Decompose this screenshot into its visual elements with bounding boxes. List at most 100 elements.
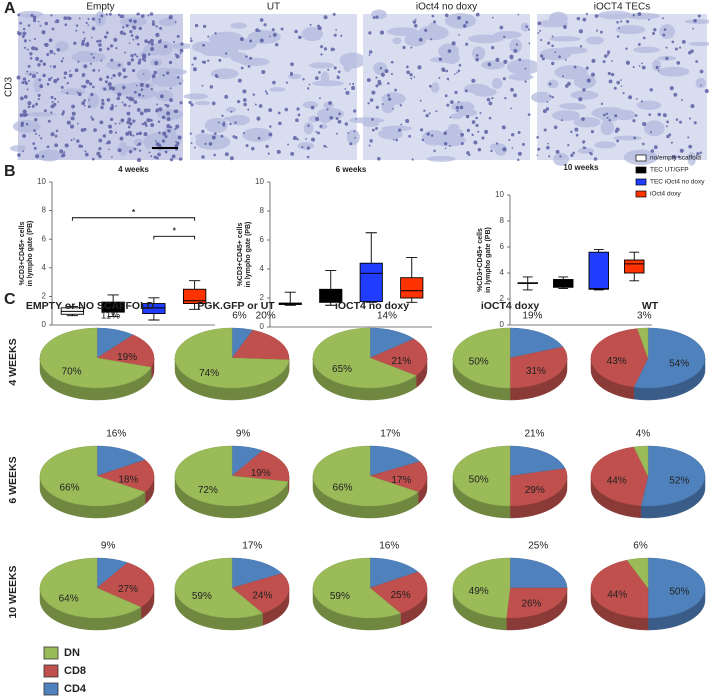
pie-slice (369, 571, 428, 614)
y-tick-label: 0 (42, 320, 47, 329)
pie-slice (509, 327, 564, 359)
pie-value-label: 9% (101, 541, 116, 552)
pie-value-label: 74% (199, 368, 219, 379)
pie-slice (509, 346, 568, 389)
pie-slice (452, 557, 511, 619)
panel-label: C (4, 291, 16, 308)
y-tick-label: 8 (260, 206, 265, 215)
pie-value-label: 21% (524, 429, 544, 440)
pie-slice (647, 557, 706, 619)
image-caption: Empty (86, 2, 114, 13)
pie-value-label: 20% (256, 311, 276, 322)
micrograph-texture (183, 22, 366, 150)
y-tick-label: 4 (42, 263, 47, 272)
legend-label: TEC UT/GFP (650, 167, 689, 174)
chart-title: 6 weeks (336, 165, 367, 174)
y-tick-label: 10 (495, 190, 504, 199)
y-tick-label: 2 (500, 294, 505, 303)
pie-value-label: 26% (521, 599, 541, 610)
column-header: iOCT4 doxy (481, 300, 540, 312)
y-axis-label: %CD3+CD45+ cells (477, 228, 484, 292)
column-header: iOCT4 no doxy (335, 300, 409, 312)
pie-value-label: 16% (106, 429, 126, 440)
legend-label: CD4 (64, 683, 87, 695)
pie-slice (590, 328, 649, 388)
pie-value-label: 50% (669, 587, 689, 598)
pie-slice (369, 461, 428, 493)
micrograph-texture (9, 10, 196, 162)
y-tick-label: 10 (255, 177, 264, 186)
pie-slice (633, 327, 706, 389)
column-header: PGK.GFP or UT (197, 300, 275, 312)
pie-value-label: 24% (252, 591, 272, 602)
image-caption: iOct4 no doxy (416, 2, 477, 13)
image-caption: UT (267, 2, 280, 13)
significance-bracket (71, 217, 196, 221)
pie-value-label: 27% (118, 584, 138, 595)
y-tick-label: 6 (500, 242, 505, 251)
pie-value-label: 50% (469, 357, 489, 368)
pie-value-label: 25% (391, 590, 411, 601)
pie-value-label: 59% (192, 591, 212, 602)
pie-value-label: 44% (607, 590, 627, 601)
pie-slice (312, 445, 419, 507)
legend-swatch (635, 166, 647, 174)
pie-value-label: 44% (607, 476, 627, 487)
y-tick-label: 0 (500, 320, 505, 329)
legend-label: DN (64, 647, 80, 659)
pie-slice (509, 445, 566, 477)
pie-slice (96, 459, 155, 493)
pie-value-label: 66% (333, 483, 353, 494)
pie-value-label: 54% (669, 359, 689, 370)
pie-value-label: 25% (528, 541, 548, 552)
y-tick-label: 4 (500, 268, 505, 277)
micrograph-nuclei (16, 12, 184, 163)
row-header: 6 WEEKS (7, 456, 19, 503)
box (319, 288, 343, 303)
pie-slice (96, 334, 155, 368)
pie-value-label: 43% (607, 356, 627, 367)
pie-slice (39, 445, 146, 507)
pie-value-label: 72% (198, 485, 218, 496)
legend-label: CD8 (64, 665, 86, 677)
micrograph-nuclei (536, 12, 709, 161)
box (101, 301, 125, 313)
pie-slice (590, 559, 649, 619)
box (553, 279, 574, 288)
y-tick-label: 4 (260, 264, 265, 273)
chart-title: 10 weeks (563, 163, 599, 172)
pie-value-label: 14% (377, 311, 397, 322)
y-tick-label: 8 (42, 206, 47, 215)
pie-value-label: 50% (469, 475, 489, 486)
pie-slice (509, 557, 568, 589)
pie-slice (509, 468, 568, 507)
pie-slice (369, 338, 428, 376)
pie-slice (369, 557, 419, 589)
pie-value-label: 21% (391, 356, 411, 367)
row-header: 10 WEEKS (7, 565, 19, 618)
pie-value-label: 11% (101, 311, 120, 322)
pie-slice (640, 445, 706, 507)
legend-swatch (635, 154, 647, 162)
y-tick-label: 8 (500, 216, 505, 225)
pie-value-label: 18% (118, 475, 138, 486)
pie-value-label: 66% (60, 483, 80, 494)
pie-value-label: 17% (391, 475, 411, 486)
pie-slice (39, 557, 142, 619)
pie-value-label: 65% (332, 364, 352, 375)
pie-value-label: 59% (330, 591, 350, 602)
pie-slice (312, 327, 417, 389)
y-axis-label: in lympho gate (PB) (245, 222, 252, 288)
pie-slice (369, 445, 421, 477)
panel-label: B (4, 163, 16, 180)
legend-swatch (43, 646, 59, 660)
pie-value-label: 52% (669, 476, 689, 487)
pie-slice (231, 557, 283, 589)
micrograph-texture (531, 10, 709, 166)
pie-value-label: 70% (62, 366, 82, 377)
significance-mark: * (132, 208, 136, 217)
column-header: WT (642, 300, 659, 312)
row-header: 4 WEEKS (7, 338, 19, 385)
y-tick-label: 6 (42, 234, 47, 243)
pie-value-label: 31% (526, 366, 546, 377)
